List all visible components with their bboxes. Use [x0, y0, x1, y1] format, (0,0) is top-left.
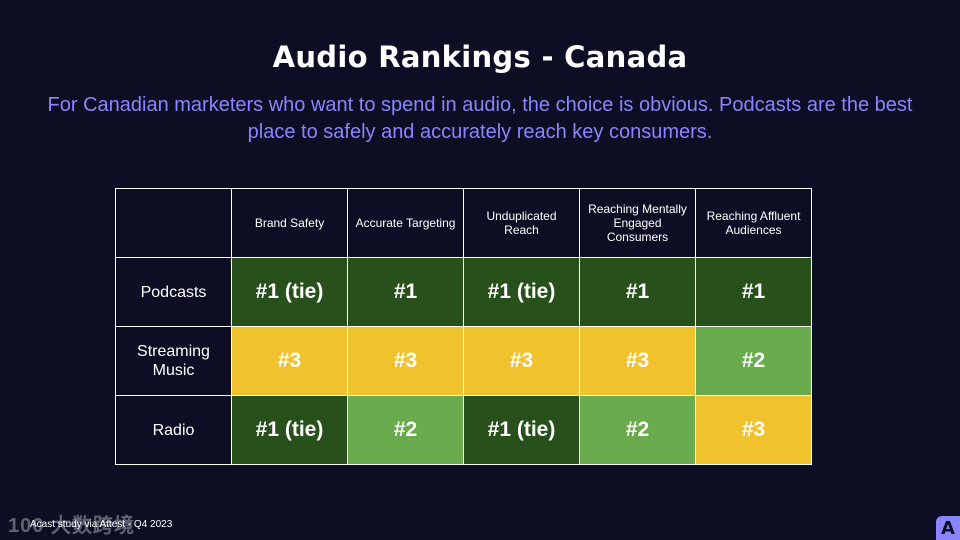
rank-cell: #1 (tie) — [463, 395, 580, 465]
watermark: 100 大数跨境 — [8, 515, 135, 537]
table-row: Streaming Music #3 #3 #3 #3 #2 — [115, 326, 812, 396]
rank-cell: #3 — [463, 326, 580, 396]
table-row: Radio #1 (tie) #2 #1 (tie) #2 #3 — [115, 395, 812, 465]
row-label: Podcasts — [115, 257, 232, 327]
table-corner-cell — [115, 188, 232, 258]
slide-subtitle: For Canadian marketers who want to spend… — [47, 94, 913, 143]
column-header: Reaching Mentally Engaged Consumers — [579, 188, 696, 258]
rank-cell: #1 — [695, 257, 812, 327]
rank-cell: #1 — [579, 257, 696, 327]
row-label: Streaming Music — [115, 326, 232, 396]
rank-cell: #3 — [347, 326, 464, 396]
rankings-table: Brand Safety Accurate Targeting Unduplic… — [115, 188, 812, 465]
row-label: Radio — [115, 395, 232, 465]
column-header: Accurate Targeting — [347, 188, 464, 258]
table-row: Podcasts #1 (tie) #1 #1 (tie) #1 #1 — [115, 257, 812, 327]
rank-cell: #1 — [347, 257, 464, 327]
acast-logo-icon: A — [936, 516, 960, 540]
rank-cell: #3 — [579, 326, 696, 396]
rank-cell: #3 — [231, 326, 348, 396]
column-header: Brand Safety — [231, 188, 348, 258]
rank-cell: #2 — [579, 395, 696, 465]
table-header-row: Brand Safety Accurate Targeting Unduplic… — [115, 188, 812, 258]
rank-cell: #1 (tie) — [231, 395, 348, 465]
column-header: Reaching Affluent Audiences — [695, 188, 812, 258]
rank-cell: #1 (tie) — [463, 257, 580, 327]
rank-cell: #2 — [695, 326, 812, 396]
rank-cell: #2 — [347, 395, 464, 465]
source-footnote: Acast study via Attest - Q4 2023 — [30, 519, 173, 530]
rank-cell: #1 (tie) — [231, 257, 348, 327]
slide-title: Audio Rankings - Canada — [272, 40, 688, 74]
rank-cell: #3 — [695, 395, 812, 465]
column-header: Unduplicated Reach — [463, 188, 580, 258]
